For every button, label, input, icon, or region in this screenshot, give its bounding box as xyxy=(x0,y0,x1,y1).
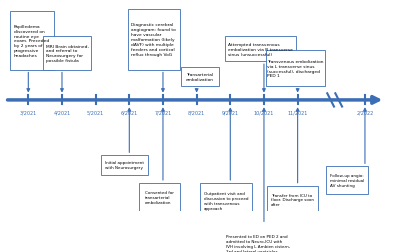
Text: MRI Brain obtained,
and referral to
Neurosurgery for
possible fistula: MRI Brain obtained, and referral to Neur… xyxy=(46,44,88,63)
Text: 4/2021: 4/2021 xyxy=(53,110,71,115)
Text: 11/2021: 11/2021 xyxy=(288,110,308,115)
FancyBboxPatch shape xyxy=(200,183,252,219)
Text: Transarterial
embolization: Transarterial embolization xyxy=(186,73,214,82)
Text: 5/2021: 5/2021 xyxy=(87,110,104,115)
FancyBboxPatch shape xyxy=(128,10,180,70)
Text: 8/2021: 8/2021 xyxy=(188,110,205,115)
Text: 10/2021: 10/2021 xyxy=(254,110,274,115)
Text: Consented for
transarterial
embolization: Consented for transarterial embolization xyxy=(145,190,174,204)
Text: Papilledema
discovered on
routine eye
exam. Preceded
by 2 years of
progressive
h: Papilledema discovered on routine eye ex… xyxy=(14,25,49,58)
FancyBboxPatch shape xyxy=(44,37,90,70)
FancyBboxPatch shape xyxy=(10,12,54,70)
Text: 6/2021: 6/2021 xyxy=(121,110,138,115)
Text: 9/2021: 9/2021 xyxy=(222,110,239,115)
FancyBboxPatch shape xyxy=(266,51,324,87)
Text: 2/2022: 2/2022 xyxy=(356,110,374,115)
Text: Transfer from ICU to
floor. Discharge soon
after: Transfer from ICU to floor. Discharge so… xyxy=(271,193,314,207)
Text: Presented to ED on PED 2 and
admitted to Neuro-ICU with
IVH involving L Ambien c: Presented to ED on PED 2 and admitted to… xyxy=(226,234,290,252)
Text: Initial appointment
with Neurosurgery: Initial appointment with Neurosurgery xyxy=(105,161,144,170)
FancyBboxPatch shape xyxy=(140,183,180,211)
Text: 7/2021: 7/2021 xyxy=(154,110,172,115)
FancyBboxPatch shape xyxy=(326,167,368,194)
FancyBboxPatch shape xyxy=(218,225,298,252)
FancyBboxPatch shape xyxy=(225,37,296,62)
FancyBboxPatch shape xyxy=(101,155,148,175)
Text: Diagnostic cerebral
angiogram: found to
have vascular
malformation (likely
dAVF): Diagnostic cerebral angiogram: found to … xyxy=(131,23,176,56)
Text: Follow-up angio:
minimal residual
AV shunting: Follow-up angio: minimal residual AV shu… xyxy=(330,174,364,187)
Text: Transvenous embolization
via L transverse sinus
(successful), discharged
PED 1: Transvenous embolization via L transvers… xyxy=(267,59,323,78)
FancyBboxPatch shape xyxy=(267,186,318,213)
Text: Outpatient visit and
discussion to proceed
with transvenous
approach: Outpatient visit and discussion to proce… xyxy=(204,192,248,210)
FancyBboxPatch shape xyxy=(182,68,218,87)
Text: Attempted transvenous
embolization via R transverse
sinus (unsuccessful): Attempted transvenous embolization via R… xyxy=(228,43,293,56)
Text: 3/2021: 3/2021 xyxy=(20,110,37,115)
